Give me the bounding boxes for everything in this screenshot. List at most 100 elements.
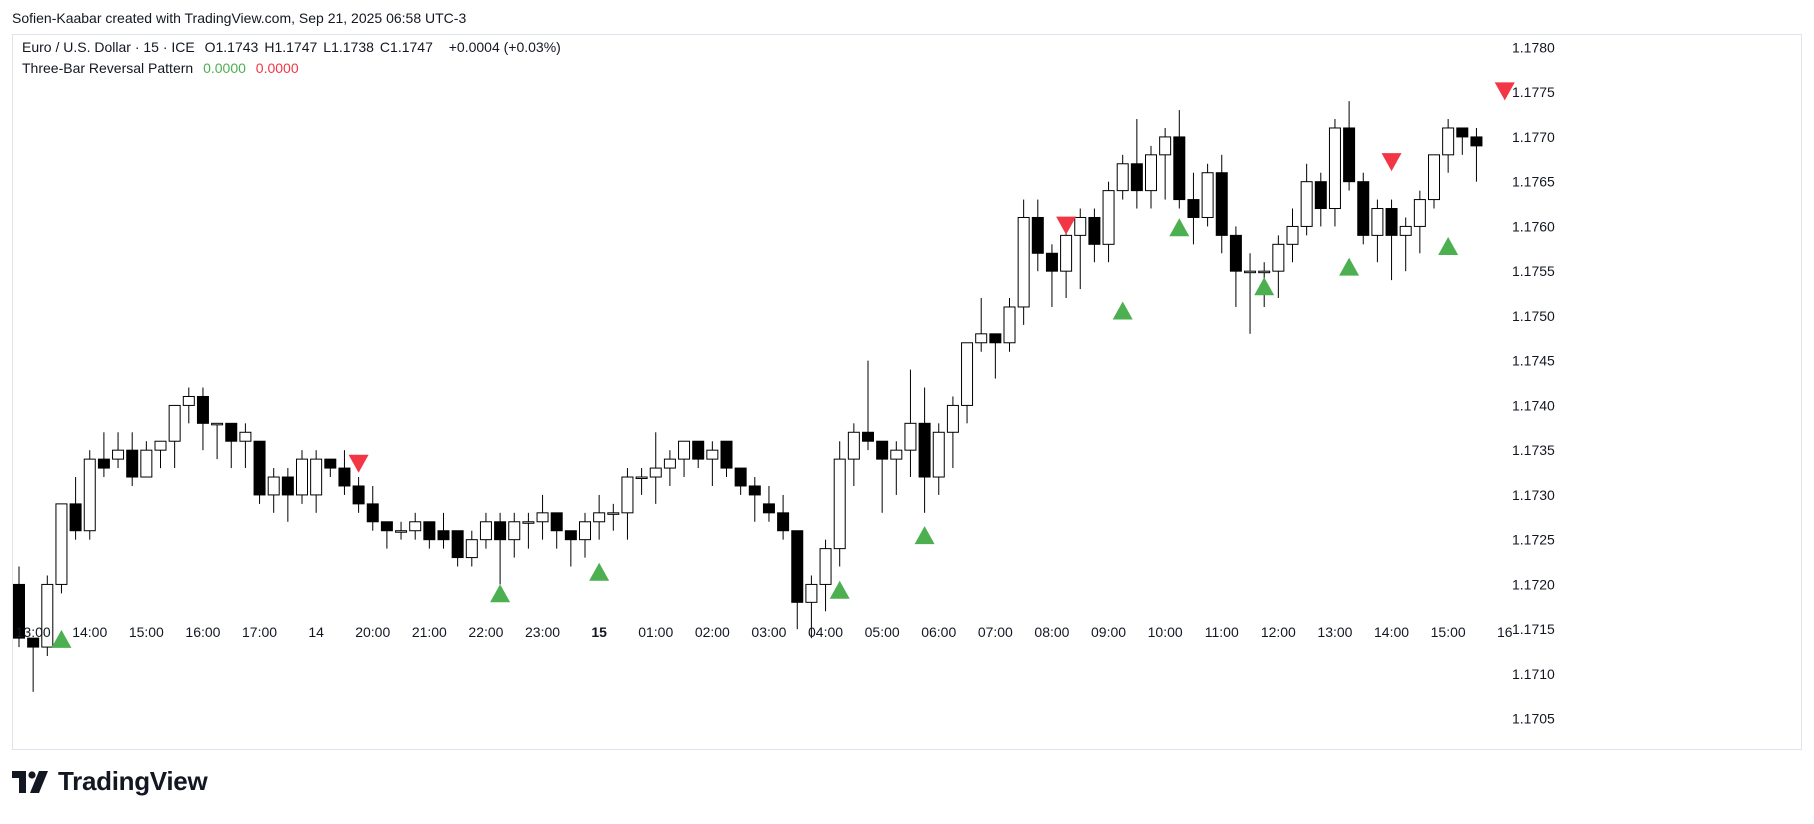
time-axis[interactable]: 13:00 14:00 15:00 16:00 17:00 14 20:00 21:00 22:…	[16, 624, 1513, 640]
legend-c-label: C	[379, 39, 391, 55]
candle-body-up	[1300, 181, 1313, 227]
candle-body-up	[211, 422, 224, 426]
legend-indicator-row: Three-Bar Reversal Pattern 0.0000 0.0000	[22, 60, 305, 76]
candle	[352, 477, 365, 513]
price-tick-label: 1.1750	[1512, 308, 1555, 324]
candle-body-up	[1201, 172, 1214, 218]
candle	[1017, 199, 1030, 325]
indicator-name[interactable]: Three-Bar Reversal Pattern	[22, 60, 194, 76]
candle	[522, 512, 535, 549]
candle	[621, 468, 634, 540]
candle	[239, 423, 252, 469]
candle-body-down	[762, 503, 775, 514]
candle	[1074, 208, 1087, 290]
candle	[1371, 199, 1384, 263]
candle-body-down	[1357, 181, 1370, 236]
candle	[932, 423, 945, 495]
candle	[1428, 154, 1440, 209]
candle-body-up	[465, 539, 478, 559]
candle	[1003, 298, 1016, 352]
candle	[819, 539, 832, 612]
credit-text: Sofien-Kaabar created with TradingView.c…	[12, 10, 467, 26]
candle	[338, 450, 351, 495]
candle-body-up	[409, 521, 422, 532]
candle	[366, 485, 379, 531]
candle-body-down	[13, 583, 25, 639]
candle	[310, 450, 323, 513]
candle-body-up	[1003, 306, 1016, 344]
candle-body-down	[97, 458, 110, 469]
candle	[961, 342, 974, 424]
bullish-signal-marker	[829, 580, 850, 599]
bearish-signal-marker	[1056, 216, 1077, 235]
candle	[1328, 119, 1341, 227]
candle	[380, 521, 393, 549]
candle-body-up	[1244, 270, 1257, 274]
candle-body-up	[112, 449, 125, 460]
candle	[423, 521, 436, 549]
time-tick-label: 13:00	[1317, 624, 1352, 640]
candle	[494, 512, 507, 585]
bullish-signal-marker	[1339, 257, 1360, 276]
candle-body-down	[196, 395, 209, 424]
candle	[607, 503, 620, 531]
price-tick-label: 1.1770	[1512, 129, 1555, 145]
candle-body-up	[805, 583, 818, 603]
candle-body-down	[550, 512, 563, 532]
candle	[211, 422, 224, 460]
candle-body-down	[324, 458, 337, 469]
candle	[182, 387, 195, 424]
price-axis[interactable]: 1.1780 1.1775 1.1770 1.1765 1.1760 1.1755 1.17…	[1512, 39, 1555, 726]
candle-body-down	[1343, 127, 1356, 183]
time-tick-label: 20:00	[355, 624, 390, 640]
candle	[536, 494, 549, 540]
candle-body-down	[366, 503, 379, 523]
candle-body-down	[352, 485, 365, 505]
candle	[1159, 127, 1172, 200]
price-tick-label: 1.1735	[1512, 442, 1555, 458]
candle	[1060, 226, 1073, 299]
candle	[479, 512, 492, 549]
candle	[1300, 163, 1313, 236]
candle-body-down	[1045, 252, 1058, 272]
candle	[791, 530, 804, 630]
bullish-signal-marker	[1254, 277, 1275, 296]
candle	[1187, 172, 1200, 245]
candle-body-up	[621, 476, 634, 514]
price-chart[interactable]: 1.1780 1.1775 1.1770 1.1765 1.1760 1.1755 1.17…	[12, 34, 1802, 750]
candle	[1045, 244, 1058, 307]
candle-body-up	[182, 395, 195, 406]
candle-body-down	[1470, 136, 1483, 147]
time-tick-label: 23:00	[525, 624, 560, 640]
candle-body-up	[83, 458, 96, 532]
legend-high: 1.1747	[274, 39, 318, 55]
price-tick-label: 1.1740	[1512, 397, 1555, 413]
candle-body-up	[536, 512, 549, 523]
candle	[706, 441, 719, 486]
legend-symbol[interactable]: Euro / U.S. Dollar · 15 · ICE	[22, 39, 195, 55]
candle-body-down	[437, 530, 450, 541]
legend-symbol-row: Euro / U.S. Dollar · 15 · ICE O1.1743 H1.…	[22, 39, 567, 55]
candle	[27, 637, 40, 692]
candle-body-up	[1272, 243, 1285, 272]
candle-body-up	[154, 440, 167, 451]
price-tick-label: 1.1765	[1512, 174, 1555, 190]
candle	[1201, 163, 1214, 227]
time-tick-label: 14	[308, 624, 324, 640]
price-tick-label: 1.1775	[1512, 84, 1555, 100]
candle	[720, 440, 733, 478]
price-tick-label: 1.1730	[1512, 487, 1555, 503]
candle-body-up	[1102, 190, 1115, 245]
candle-body-down	[1456, 127, 1469, 138]
time-tick-label: 05:00	[865, 624, 900, 640]
candle	[1343, 101, 1356, 191]
time-tick-label: 15:00	[1431, 624, 1466, 640]
candle	[112, 432, 125, 469]
candle-body-down	[1031, 216, 1044, 254]
tradingview-logo[interactable]: TradingView	[12, 766, 208, 797]
candle	[678, 440, 691, 478]
candle	[989, 333, 1002, 379]
candle-body-up	[395, 530, 408, 533]
bullish-signal-marker	[490, 584, 511, 603]
candle	[225, 422, 238, 469]
